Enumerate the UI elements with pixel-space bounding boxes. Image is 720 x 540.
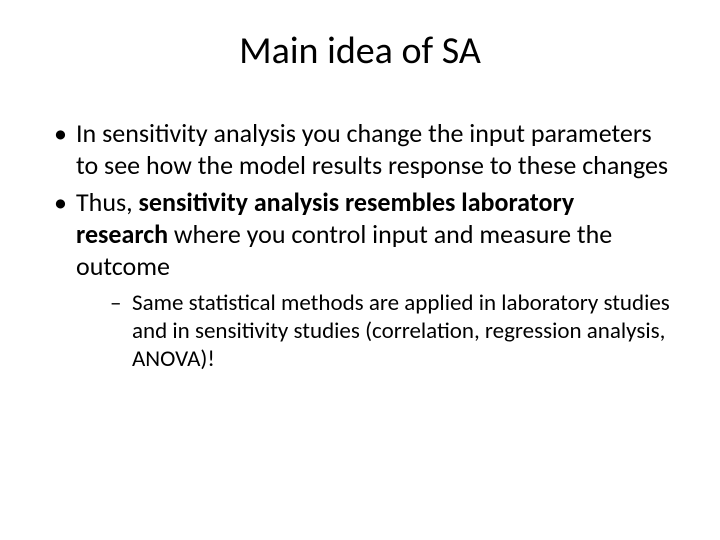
bullet-prefix-2: Thus, [76,186,139,218]
bullet-item-2: Thus, sensitivity analysis resembles lab… [48,187,672,372]
bullet-list: In sensitivity analysis you change the i… [48,118,672,373]
sub-item-1: Same statistical methods are applied in … [76,289,672,373]
bullet-text-1: In sensitivity analysis you change the i… [76,117,668,181]
bullet-item-1: In sensitivity analysis you change the i… [48,118,672,181]
sub-list: Same statistical methods are applied in … [76,289,672,373]
slide-title: Main idea of SA [48,28,672,74]
sub-text-1: Same statistical methods are applied in … [132,289,670,373]
